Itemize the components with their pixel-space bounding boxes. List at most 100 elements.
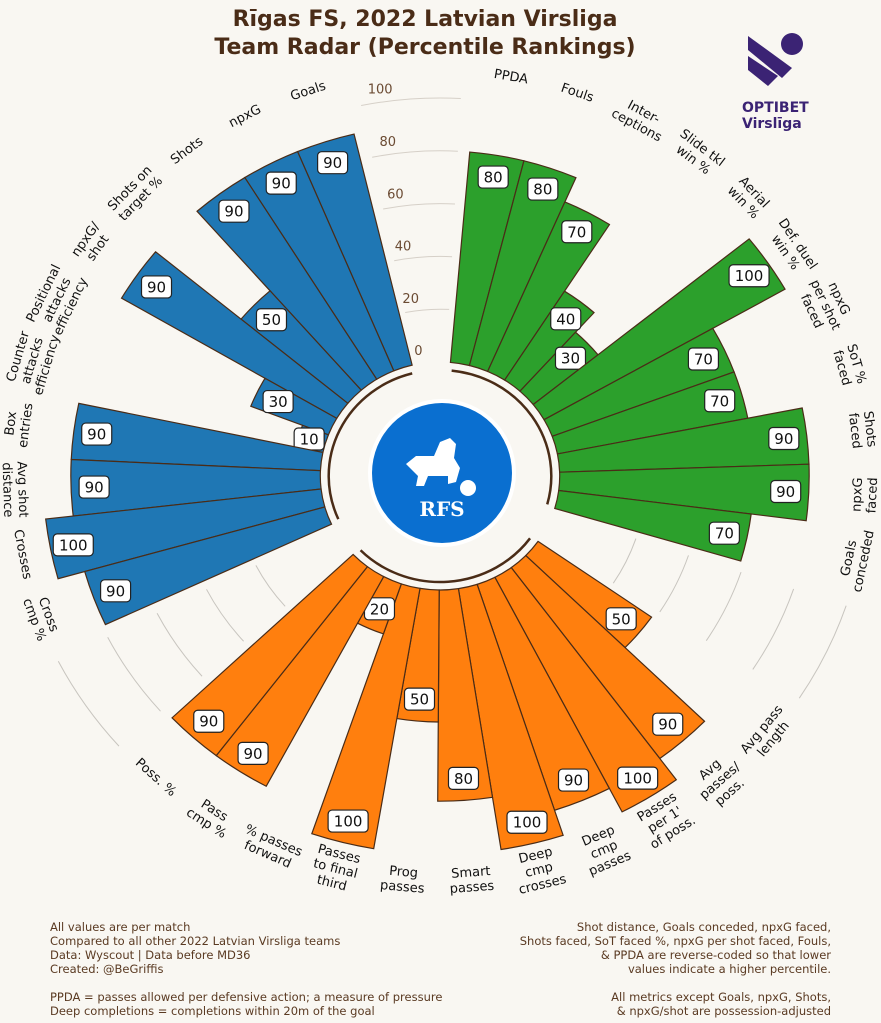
group-arc — [359, 537, 532, 584]
value-label: 90 — [265, 171, 297, 195]
metric-label: Crosscmp % — [19, 591, 63, 643]
value-text: 90 — [776, 483, 795, 501]
bar — [532, 238, 786, 421]
footnote-line: PPDA = passes allowed per defensive acti… — [50, 990, 443, 1004]
title-line-2: Team Radar (Percentile Rankings) — [214, 35, 636, 60]
value-text: 50 — [612, 610, 631, 628]
value-label: 80 — [477, 165, 509, 189]
bar — [70, 458, 322, 517]
value-label: 90 — [652, 712, 684, 736]
value-text: 100 — [623, 770, 652, 788]
metric-label: PPDA — [493, 67, 529, 88]
gridline — [798, 605, 847, 699]
footnote-line: Compared to all other 2022 Latvian Virsl… — [50, 934, 341, 948]
metric-label: Fouls — [559, 81, 596, 106]
value-label: 50 — [255, 308, 288, 332]
value-text: 70 — [710, 392, 729, 410]
league-logo-text: OPTIBET Virslīga — [742, 100, 809, 132]
metric-label-line: Crosses — [10, 528, 35, 581]
bar — [70, 402, 324, 472]
metric-label: SoT %faced — [829, 342, 869, 389]
value-text: 100 — [735, 267, 764, 285]
gridline — [156, 613, 203, 677]
value-label: 90 — [140, 275, 173, 299]
value-label: 90 — [237, 741, 269, 765]
team-logo-text: RFS — [419, 497, 464, 521]
footnote-line: Created: @BeGriffis — [50, 962, 164, 976]
value-text: 90 — [774, 430, 793, 448]
metric-label: Poss. % — [132, 756, 179, 800]
metric-label-line: distance — [0, 462, 15, 518]
value-text: 90 — [244, 745, 263, 763]
metric-label: Progpasses — [379, 863, 426, 897]
metric-label-line: Shots — [168, 134, 206, 168]
metric-label-line: Box — [2, 410, 20, 436]
footnote-line: & npxG/shot are possession-adjusted — [616, 1004, 831, 1018]
value-text: 90 — [106, 582, 125, 600]
metric-label-line: Shots — [860, 410, 879, 448]
gridline — [57, 660, 120, 747]
metric-label: npxGfaced — [849, 476, 881, 513]
value-text: 90 — [272, 175, 291, 193]
metric-label: Deepcmppasses — [575, 821, 634, 880]
value-label: 50 — [403, 687, 436, 711]
footnote-line: Deep completions = completions within 20… — [50, 1004, 375, 1018]
metric-label-line: npxG — [226, 102, 263, 131]
metric-label: Avg shotdistance — [0, 461, 30, 518]
value-text: 90 — [199, 713, 218, 731]
value-label: 30 — [554, 346, 587, 370]
value-text: 90 — [224, 203, 243, 221]
metric-label-line: Avg shot — [14, 461, 31, 518]
metric-label-line: Poss. % — [132, 756, 179, 800]
metric-label: Shotsfaced — [845, 410, 879, 450]
metric-label: Boxentries — [1, 400, 37, 449]
footnotes-right: Shot distance, Goals conceded, npxG face… — [520, 920, 831, 1018]
value-label: 100 — [506, 810, 548, 834]
metric-label-line: passes — [379, 878, 425, 897]
value-label: 80 — [447, 766, 480, 790]
value-text: 10 — [300, 430, 319, 448]
value-label: 80 — [527, 177, 559, 201]
footnotes-left: All values are per match Compared to all … — [50, 920, 442, 1018]
bar — [468, 160, 577, 373]
metric-label: Goalsconceded — [835, 526, 877, 594]
value-label: 90 — [557, 768, 590, 792]
value-text: 50 — [262, 311, 281, 329]
metric-label: Goals — [289, 79, 328, 105]
metric-label-line: faced — [845, 412, 864, 449]
value-label: 20 — [363, 597, 396, 621]
footnote-line: Shots faced, SoT faced %, npxG per shot … — [519, 934, 831, 948]
metric-label-line: npxG — [849, 477, 866, 512]
value-label: 90 — [317, 151, 349, 175]
metric-label: Avg passlength — [738, 702, 798, 766]
bar — [196, 176, 378, 391]
metric-label: Inter-ceptions — [609, 93, 672, 145]
footnote-line: values indicate a higher percentile. — [627, 962, 831, 976]
metric-label: Positionalattacksefficiency — [24, 262, 92, 338]
gridline — [394, 255, 453, 262]
footnote-line: All metrics except Goals, npxG, Shots, — [611, 990, 831, 1004]
metric-label-line: PPDA — [493, 67, 529, 88]
league-logo — [748, 33, 803, 86]
value-label: 70 — [708, 521, 740, 545]
value-text: 80 — [454, 770, 473, 788]
metric-label: npxG/shot — [69, 219, 116, 268]
r-tick-label: 60 — [387, 187, 404, 202]
metric-label: Slide tklwin % — [668, 127, 728, 182]
value-text: 20 — [370, 600, 389, 618]
metric-label-line: entries — [16, 402, 37, 449]
bar — [311, 583, 421, 850]
value-label: 90 — [99, 579, 132, 603]
league-logo-line2: Virslīga — [742, 116, 802, 132]
bar — [558, 463, 810, 522]
metric-label: Shots ontarget % — [105, 163, 166, 225]
bar — [296, 133, 413, 372]
value-text: 100 — [334, 813, 363, 831]
metric-label-line: Prog — [389, 864, 419, 881]
league-logo-line1: OPTIBET — [742, 100, 809, 116]
bar — [243, 150, 395, 381]
metric-label-line: cmp — [524, 860, 555, 881]
r-tick-label: 40 — [395, 240, 412, 255]
metric-label-line: passes — [449, 879, 495, 897]
gridline — [372, 150, 458, 158]
